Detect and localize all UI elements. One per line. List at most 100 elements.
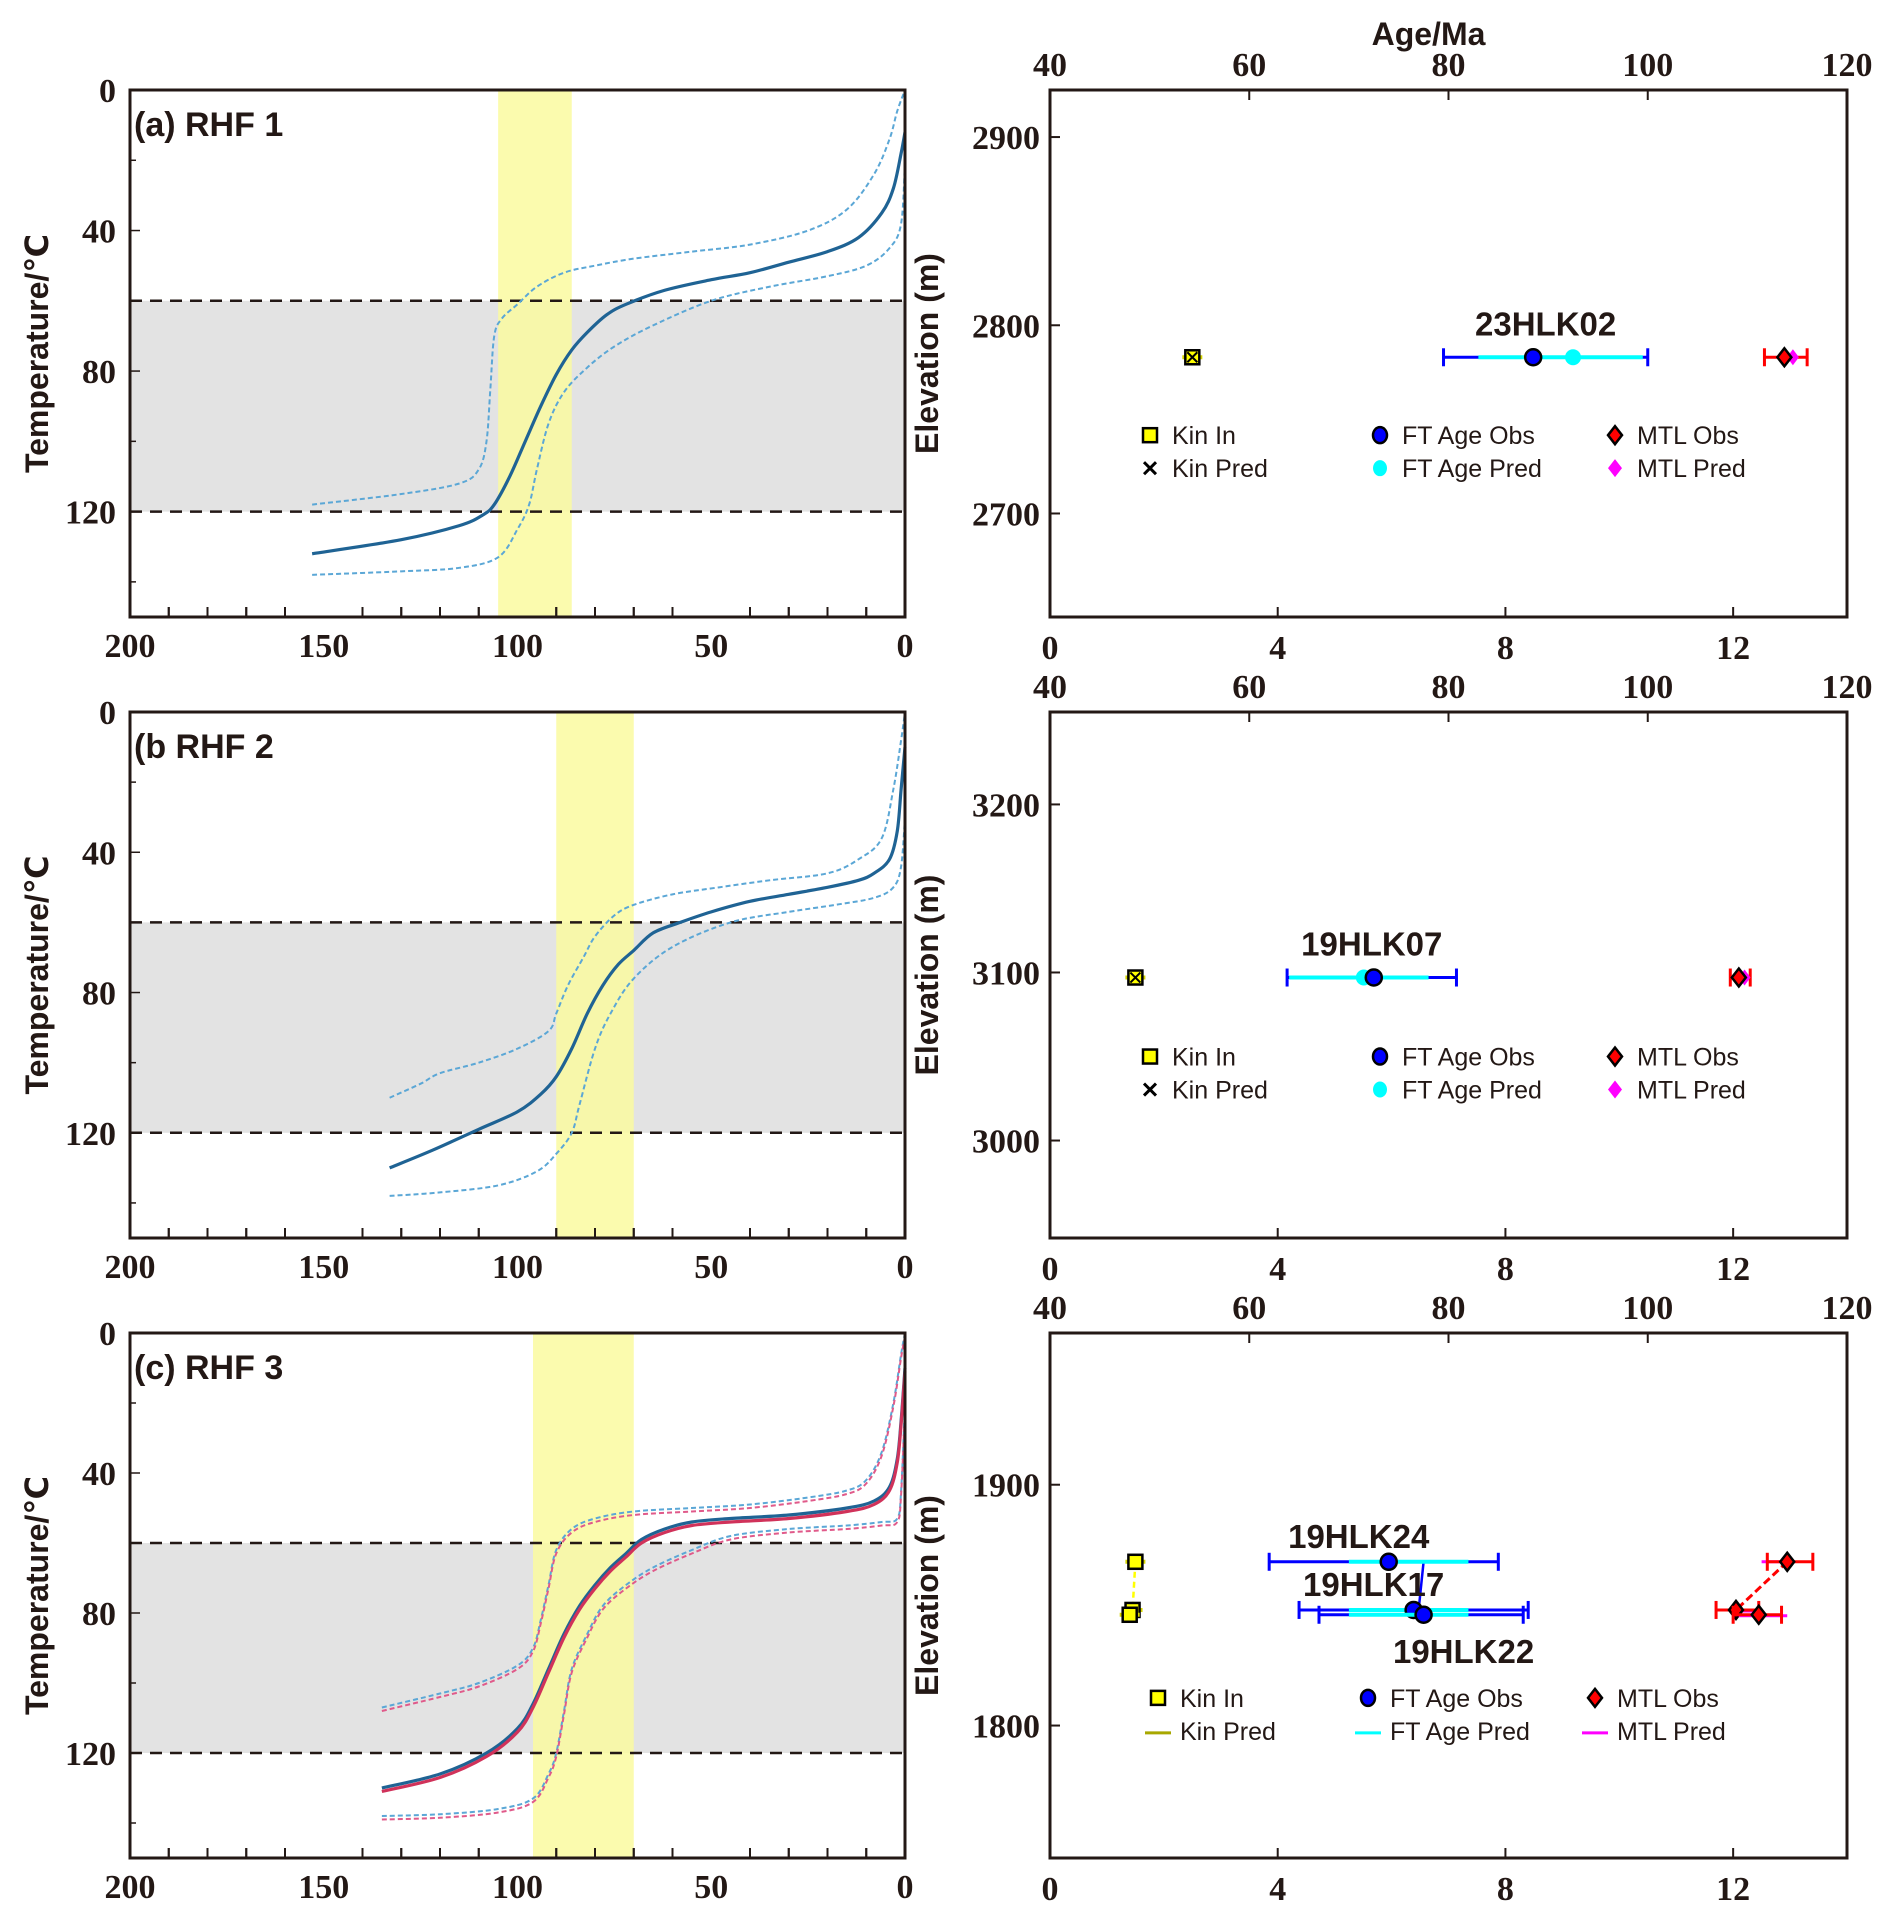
legend-square-icon (1149, 1689, 1167, 1707)
plot-frame (1048, 710, 1849, 1240)
x-tick-label: 0 (897, 1249, 914, 1286)
kin-in-marker (1121, 1606, 1138, 1624)
plot-frame (128, 88, 907, 619)
legend-item: MTL Pred (1608, 455, 1746, 483)
mtl-connector-line (1734, 1560, 1789, 1612)
kin-in-marker (1127, 1553, 1144, 1571)
highlight-band (498, 90, 572, 617)
x-tick-label: 0 (897, 628, 914, 665)
bottom-x-tick-label: 12 (1716, 630, 1750, 667)
legend-circle-icon (1371, 425, 1389, 445)
top-x-tick-label: 80 (1432, 669, 1466, 706)
legend-square-icon (1141, 1048, 1159, 1065)
thermal-path-envelope-upper (389, 711, 906, 1099)
legend-item: MTL Obs (1586, 1685, 1719, 1713)
plot-frame (128, 710, 907, 1240)
legend-circle-icon (1371, 1047, 1389, 1066)
top-x-tick-label: 80 (1432, 47, 1466, 84)
y-tick-label: 3200 (972, 787, 1040, 824)
thermal-path-envelope-lower (389, 817, 906, 1197)
panel-label: (a) RHF 1 (134, 106, 283, 144)
paz-band (130, 922, 905, 1133)
top-x-tick-label: 60 (1232, 1290, 1266, 1327)
top-x-tick-label: 60 (1232, 47, 1266, 84)
panel-b: 200 150 100 50 0 0 40 80 120 Temperature/℃ (b RHF … (19, 695, 914, 1286)
thermal-path-best-fit-path (311, 131, 907, 556)
mtl-obs-marker (1750, 1603, 1768, 1626)
y-tick-label: 40 (82, 835, 116, 872)
top-x-tick-label: 100 (1622, 669, 1673, 706)
legend-label: MTL Pred (1637, 1077, 1746, 1105)
legend-diamond-icon (1586, 1686, 1604, 1709)
x-tick-label: 100 (492, 1249, 543, 1286)
plot-frame (128, 1331, 907, 1860)
sample-label: 23HLK02 (1475, 305, 1616, 342)
bottom-x-tick-label: 8 (1497, 630, 1514, 667)
top-x-tick-label: 100 (1622, 1290, 1673, 1327)
bottom-x-tick-label: 0 (1042, 1251, 1059, 1288)
y-tick-label: 0 (99, 1316, 116, 1353)
ft-age-obs-marker (1414, 1605, 1433, 1625)
x-tick-label: 200 (105, 1869, 156, 1906)
legend-item: Kin In (1141, 1044, 1236, 1072)
panel-a-right: 0 4 8 12 40 60 80 100 120 2700 2800 2900 Age/Ma Eleva… (909, 16, 1873, 667)
highlight-band (556, 712, 634, 1238)
y-axis-title: Temperature/℃ (19, 234, 55, 473)
legend-label: MTL Obs (1637, 1044, 1739, 1072)
legend-item: Kin In (1149, 1685, 1244, 1713)
bottom-x-tick-label: 12 (1716, 1871, 1750, 1908)
legend: Kin In Kin Pred FT Age Obs FT Age Pred MTL O… (1145, 1685, 1726, 1746)
x-tick-label: 150 (298, 628, 349, 665)
ft-connector-line (1417, 1561, 1425, 1611)
x-tick-label: 150 (298, 1869, 349, 1906)
y-tick-label: 1800 (972, 1709, 1040, 1746)
y-axis-title: Elevation (m) (909, 253, 945, 454)
panel-a: 200 150 100 50 0 0 40 80 120 Temperature/℃ (a) RHF… (19, 73, 914, 665)
legend-x-icon (1142, 461, 1158, 476)
ft-age-pred-marker (1565, 349, 1582, 366)
legend-label: Kin In (1180, 1685, 1244, 1713)
thermal-path-best-fit-path-blue- (381, 1367, 907, 1790)
legend-item: Kin Pred (1142, 455, 1268, 483)
y-tick-label: 3100 (972, 955, 1040, 992)
top-x-tick-label: 40 (1033, 669, 1067, 706)
top-x-tick-label: 120 (1822, 47, 1873, 84)
sample-19hlk24: 19HLK24 (1125, 1518, 1815, 1573)
legend-label: FT Age Pred (1390, 1718, 1530, 1746)
legend-item: Kin In (1141, 422, 1236, 450)
mtl-obs-marker (1775, 346, 1793, 369)
y-axis-title: Temperature/℃ (19, 855, 55, 1094)
x-tick-label: 200 (105, 628, 156, 665)
y-tick-label: 2800 (972, 308, 1040, 345)
y-tick-label: 120 (65, 1116, 116, 1153)
y-tick-label: 0 (99, 695, 116, 732)
x-tick-label: 150 (298, 1249, 349, 1286)
legend-item: FT Age Pred (1373, 1077, 1542, 1105)
legend-label: MTL Obs (1617, 1685, 1719, 1713)
ft-age-obs-marker (1379, 1552, 1398, 1572)
panel-b-right: 0 4 8 12 40 60 80 100 120 3000 3100 3200 Elevation (… (909, 669, 1873, 1288)
panel-c: 200 150 100 50 0 0 40 80 120 Temperature/℃ (c) RHF… (19, 1316, 914, 1906)
legend-diamond-icon (1608, 1080, 1622, 1099)
bottom-x-tick-label: 0 (1042, 1871, 1059, 1908)
legend-item: FT Age Obs (1371, 1044, 1535, 1072)
y-axis-title: Elevation (m) (909, 875, 945, 1076)
legend-label: MTL Obs (1637, 422, 1739, 450)
legend-label: FT Age Pred (1402, 1077, 1542, 1105)
y-axis-title: Elevation (m) (909, 1495, 945, 1696)
ft-age-obs-marker (1523, 348, 1543, 367)
legend-item: FT Age Pred (1373, 455, 1542, 483)
y-tick-label: 40 (82, 1456, 116, 1493)
mtl-obs-marker (1730, 966, 1748, 989)
legend-item: FT Age Obs (1371, 422, 1535, 450)
legend-item: MTL Pred (1582, 1718, 1726, 1746)
sample-23hlk02: 23HLK02 (1182, 305, 1809, 369)
legend-item: FT Age Obs (1359, 1685, 1523, 1713)
legend-label: Kin Pred (1180, 1718, 1276, 1746)
bottom-x-tick-label: 0 (1042, 630, 1059, 667)
top-axis-title: Age/Ma (1372, 16, 1486, 52)
bottom-x-tick-label: 12 (1716, 1251, 1750, 1288)
sample-19hlk07: 19HLK07 (1125, 926, 1752, 989)
legend-circle-icon (1359, 1688, 1377, 1708)
